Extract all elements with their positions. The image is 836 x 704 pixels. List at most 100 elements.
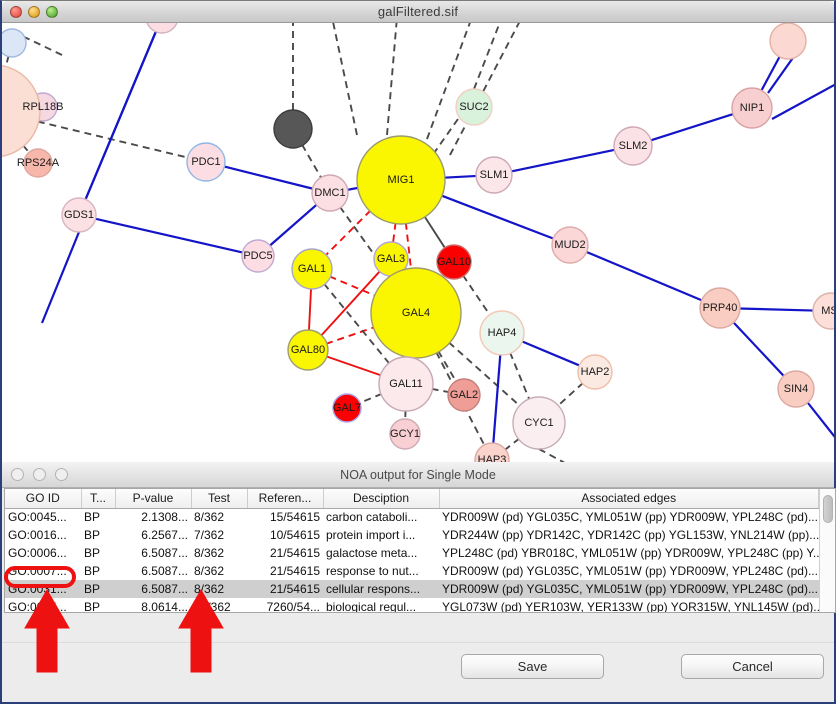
graph-edge[interactable] [449, 23, 522, 156]
graph-node[interactable] [551, 226, 589, 264]
cell-test[interactable]: 8/362 [194, 564, 225, 578]
graph-edge[interactable] [538, 448, 602, 462]
graph-node[interactable] [273, 109, 313, 149]
graph-edge[interactable] [760, 55, 781, 92]
graph-edge[interactable] [346, 186, 359, 192]
graph-node[interactable] [731, 87, 773, 129]
cell-type[interactable]: BP [84, 600, 101, 612]
cell-p-value[interactable]: 6.5087... [141, 546, 188, 560]
table-row[interactable]: GO:0045... BP 2.1308... 8/362 15/54615 carbon… [5, 508, 819, 526]
graph-edge[interactable] [323, 283, 391, 365]
cell-reference[interactable]: 21/54615 [269, 546, 320, 560]
graph-edge[interactable] [732, 321, 786, 378]
graph-edge[interactable] [329, 275, 376, 297]
network-canvas[interactable]: RPL18B RPS24A GDS1 PDC1 PDC5 DMC1 SUC2 MIG1 SLM1… [2, 23, 834, 462]
cell-reference[interactable]: 7260/54... [266, 600, 320, 612]
graph-edge[interactable] [440, 194, 555, 240]
cell-associated-edges[interactable]: YDR244W (pp) YDR142C, YDR142C (pp) YGL15… [442, 528, 819, 542]
cell-reference[interactable]: 21/54615 [247, 580, 323, 598]
noa-zoom-button-icon[interactable] [55, 468, 68, 481]
graph-edge[interactable] [324, 209, 372, 257]
cell-p-value[interactable]: 6.2567... [141, 528, 188, 542]
table-row[interactable]: GO:0031... BP 6.5087... 8/362 21/54615 cellul… [5, 580, 819, 598]
graph-node[interactable] [699, 287, 741, 329]
network-titlebar[interactable]: galFiltered.sif [2, 1, 834, 23]
cell-type[interactable]: BP [81, 580, 115, 598]
table-row[interactable]: GO:0007... BP 6.5087... 8/362 21/54615 respon… [5, 562, 819, 580]
graph-edge[interactable] [332, 23, 358, 136]
graph-node[interactable] [474, 442, 510, 462]
graph-node[interactable] [186, 142, 226, 182]
cell-p-value[interactable]: 2.1308... [141, 510, 188, 525]
graph-edge[interactable] [40, 231, 81, 324]
cell-description[interactable]: protein import i... [326, 528, 416, 542]
table-row[interactable]: GO:0016... BP 6.2567... 7/362 10/54615 protei… [5, 526, 819, 544]
cell-reference[interactable]: 10/54615 [269, 528, 320, 542]
graph-edge[interactable] [807, 402, 834, 441]
graph-node[interactable] [479, 310, 525, 356]
graph-node[interactable] [61, 197, 97, 233]
cell-test[interactable]: 7/362 [194, 528, 225, 542]
cell-associated-edges[interactable]: YDR009W (pd) YGL035C, YML051W (pp) YDR00… [442, 564, 818, 578]
column-header-description[interactable]: Desciption [323, 489, 440, 509]
cell-go-id[interactable]: GO:0031... [5, 580, 81, 598]
graph-edge[interactable] [268, 203, 318, 247]
graph-node[interactable] [2, 28, 27, 58]
graph-node[interactable] [356, 135, 446, 225]
column-header-p-value[interactable]: P-value [115, 489, 192, 509]
cell-reference[interactable]: 21/54615 [269, 564, 320, 578]
graph-node[interactable] [455, 88, 493, 126]
graph-edge[interactable] [404, 222, 413, 270]
cell-test[interactable]: 94/362 [194, 600, 231, 612]
column-header-reference[interactable]: Referen... [247, 489, 324, 509]
cell-p-value[interactable]: 6.5087... [115, 580, 191, 598]
graph-edge[interactable] [556, 382, 584, 407]
graph-node[interactable] [769, 23, 807, 60]
graph-edge[interactable] [437, 350, 458, 383]
graph-edge[interactable] [320, 270, 381, 337]
close-button-icon[interactable] [10, 5, 22, 18]
table-vertical-scrollbar[interactable] [819, 489, 835, 612]
cancel-button[interactable]: Cancel [681, 654, 824, 679]
noa-table-scrollport[interactable]: GO ID T... P-value Test Referen... Desci… [5, 489, 819, 612]
graph-edge[interactable] [649, 112, 735, 142]
graph-edge[interactable] [473, 23, 502, 90]
graph-node[interactable] [577, 354, 613, 390]
graph-edge[interactable] [223, 165, 314, 190]
graph-edge[interactable] [386, 23, 398, 136]
graph-edge[interactable] [509, 352, 531, 401]
graph-edge[interactable] [503, 437, 520, 451]
graph-node[interactable] [378, 356, 434, 412]
cell-test[interactable]: 8/362 [194, 510, 225, 525]
graph-node[interactable] [389, 418, 421, 450]
graph-edge[interactable] [77, 23, 162, 216]
cell-go-id[interactable]: GO:0006... [8, 546, 67, 560]
graph-edge[interactable] [443, 174, 478, 179]
cell-go-id[interactable]: GO:0045... [8, 510, 67, 525]
graph-edge[interactable] [585, 250, 703, 302]
column-header-test[interactable]: Test [191, 489, 248, 509]
cell-associated-edges[interactable]: YDR009W (pd) YGL035C, YML051W (pp) YDR00… [442, 510, 818, 525]
graph-edge[interactable] [307, 287, 313, 332]
graph-node[interactable] [436, 244, 472, 280]
cell-p-value[interactable]: 8.0614... [141, 600, 188, 612]
graph-edge[interactable] [301, 144, 323, 179]
graph-node[interactable] [291, 248, 333, 290]
cell-type[interactable]: BP [84, 528, 101, 542]
cell-associated-edges[interactable]: YDR009W (pd) YGL035C, YML051W (pp) YDR00… [439, 580, 819, 598]
cell-reference[interactable]: 15/54615 [269, 510, 320, 525]
graph-node[interactable] [146, 23, 178, 34]
cell-associated-edges[interactable]: YPL248C (pd) YBR018C, YML051W (pp) YDR00… [442, 546, 819, 560]
column-header-go-id[interactable]: GO ID [5, 489, 82, 509]
cell-description[interactable]: carbon cataboli... [326, 510, 418, 525]
graph-edge[interactable] [325, 326, 375, 345]
cell-type[interactable]: BP [84, 564, 101, 578]
graph-node[interactable] [332, 393, 362, 423]
cell-type[interactable]: BP [84, 510, 101, 525]
table-row[interactable]: GO:0065... BP 8.0614... 94/362 7260/54... bio… [5, 598, 819, 612]
scrollbar-thumb[interactable] [823, 495, 833, 523]
table-row[interactable]: GO:0006... BP 6.5087... 8/362 21/54615 galact… [5, 544, 819, 562]
save-button[interactable]: Save [461, 654, 604, 679]
graph-node[interactable] [812, 292, 834, 330]
graph-edge[interactable] [448, 341, 521, 408]
